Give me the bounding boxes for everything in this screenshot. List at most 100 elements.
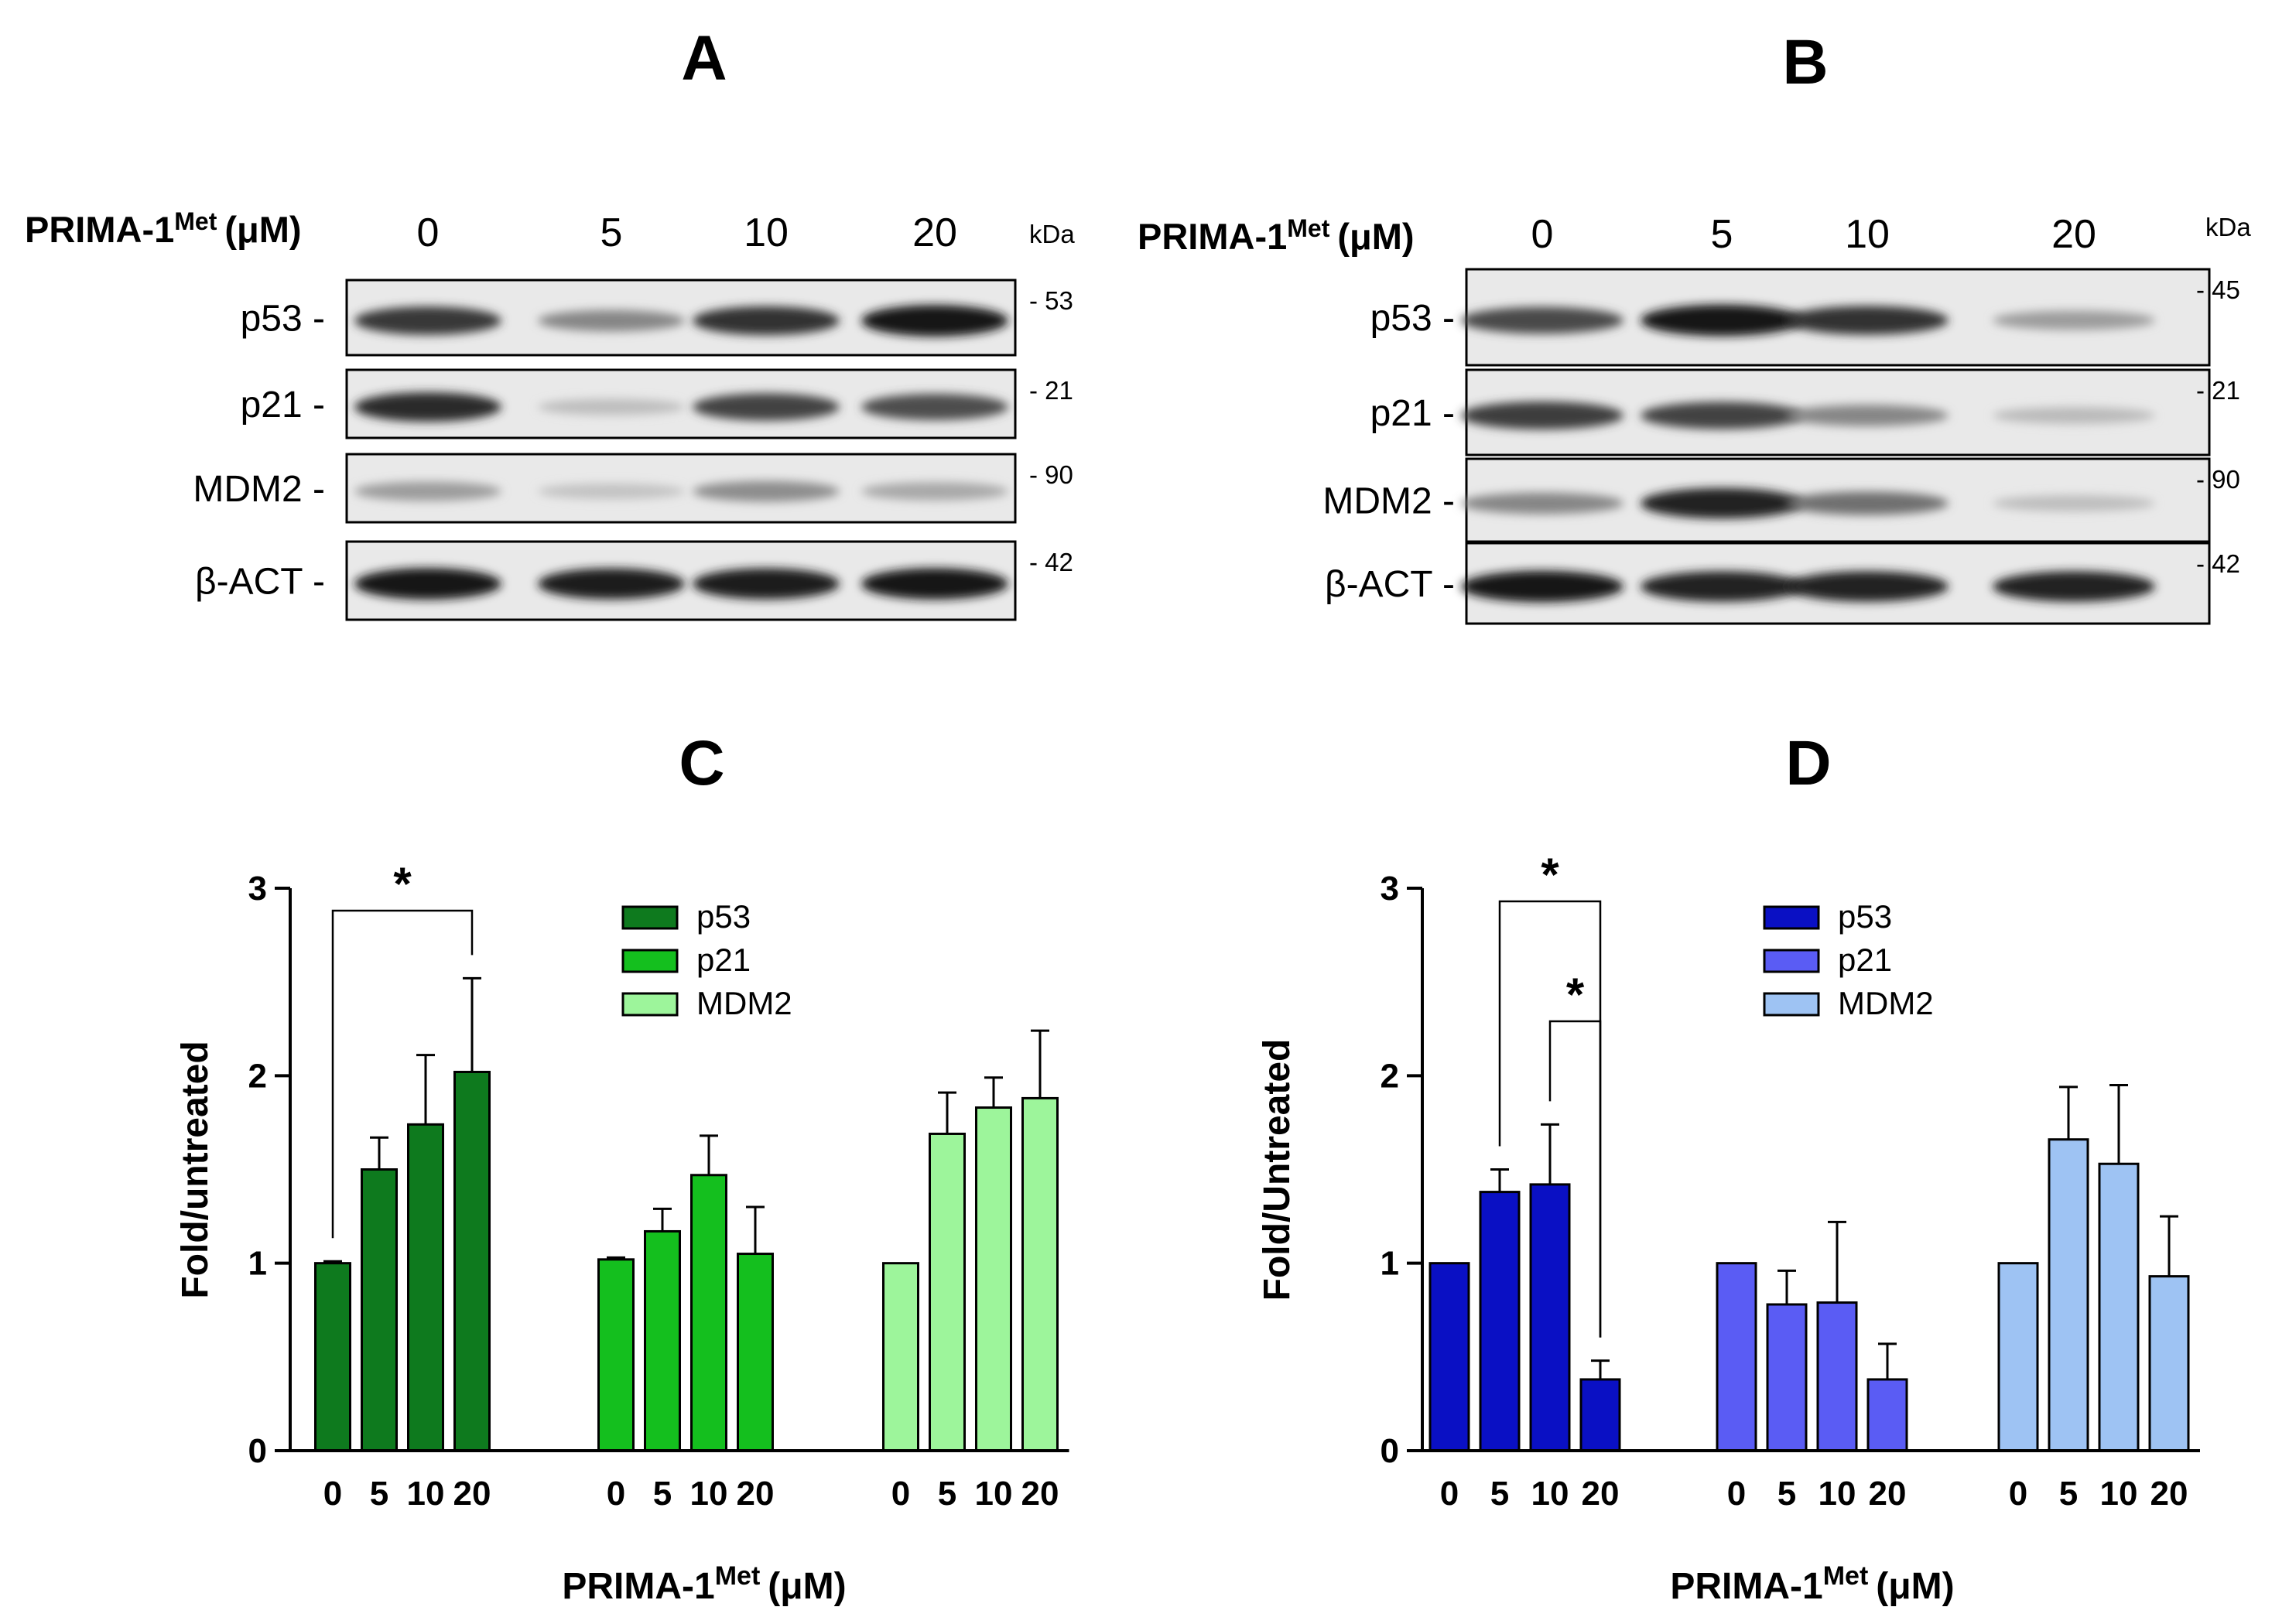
treatment-label-superscript: Met (1287, 214, 1329, 242)
lane-label-0: 0 (417, 210, 440, 255)
blot-band (538, 309, 685, 332)
blot-band (861, 568, 1008, 600)
x-axis-label-superscript: Met (1823, 1561, 1869, 1591)
bar-mdm2-5 (2048, 1138, 2089, 1452)
bar-p21-5 (1766, 1303, 1808, 1452)
legend-swatch (1763, 992, 1820, 1017)
kda-header: kDa (1029, 220, 1075, 248)
panel-label-d: D (1785, 728, 1831, 798)
molecular-weight-marker: - 42 (2196, 549, 2240, 578)
protein-label: p53 - (1370, 298, 1455, 339)
lane-label-20: 20 (2051, 212, 2096, 257)
y-tick-label: 0 (248, 1432, 267, 1470)
legend-label: p21 (696, 942, 751, 978)
x-axis-label-unit: (μM) (768, 1566, 846, 1607)
panel-label-c: C (679, 728, 724, 798)
y-tick-label: 1 (248, 1245, 267, 1283)
blot-row: MDM2 - - 90 (1322, 457, 2240, 543)
legend-label: MDM2 (696, 985, 792, 1021)
y-tick-label: 2 (248, 1057, 267, 1095)
blot-band (1461, 492, 1624, 515)
x-tick-label: 10 (2100, 1475, 2138, 1513)
x-tick-label: 5 (1490, 1475, 1509, 1513)
x-tick-label: 20 (1869, 1475, 1907, 1513)
treatment-label-main: PRIMA-1 (25, 209, 174, 250)
blot-band (354, 391, 501, 422)
x-tick-label: 0 (1727, 1475, 1746, 1513)
bar-mdm2-0 (882, 1262, 919, 1452)
kda-header: kDa (2205, 213, 2251, 241)
blot-band (693, 393, 840, 421)
bar-mdm2-0 (1997, 1262, 2039, 1452)
bar-p53-10 (1529, 1183, 1571, 1452)
y-tick-label: 2 (1381, 1057, 1399, 1095)
x-tick-label: 0 (2009, 1475, 2027, 1513)
lane-label-10: 10 (1845, 212, 1890, 257)
bar-p53-5 (1479, 1191, 1521, 1452)
bar-p53-5 (361, 1168, 398, 1452)
lane-label-5: 5 (1711, 212, 1733, 257)
blot-band (861, 305, 1008, 337)
blot-band (1786, 491, 1949, 515)
x-tick-label: 0 (1440, 1475, 1459, 1513)
x-tick-label: 0 (891, 1475, 910, 1513)
x-axis-label: PRIMA-1Met (μM) (562, 1561, 846, 1607)
blot-band (1461, 401, 1624, 430)
blot-band (1641, 402, 1803, 429)
blot-row: p21 - - 21 (1370, 368, 2240, 456)
lane-label-0: 0 (1531, 212, 1554, 257)
protein-label: p53 - (241, 299, 325, 340)
x-tick-label: 5 (2059, 1475, 2078, 1513)
legend-swatch (621, 949, 679, 973)
blot-band (1993, 407, 2155, 424)
x-tick-label: 20 (1582, 1475, 1620, 1513)
blot-band (354, 481, 501, 501)
blot-band (1786, 571, 1949, 602)
blot-band (1641, 487, 1803, 519)
molecular-weight-marker: - 21 (1029, 376, 1073, 405)
bar-p21-20 (737, 1253, 774, 1452)
protein-label: β-ACT - (195, 562, 325, 603)
blot-band (1993, 571, 2155, 602)
bar-p53-20 (453, 1070, 491, 1452)
molecular-weight-marker: - 53 (1029, 286, 1073, 315)
legend-label: p53 (1838, 898, 1892, 935)
western-blot-b: PRIMA-1Met (μM) 0 5 10 20 kDa p53 - - 45 p21 -… (1138, 212, 2251, 625)
x-axis-label: PRIMA-1Met (μM) (1670, 1561, 1954, 1607)
blot-band (693, 480, 840, 502)
blot-band (861, 393, 1008, 421)
legend-label: MDM2 (1838, 985, 1934, 1021)
bar-p53-20 (1579, 1378, 1621, 1452)
legend-label: p53 (696, 898, 751, 935)
y-tick-label: 0 (1381, 1432, 1399, 1470)
treatment-label-unit: (μM) (1337, 216, 1414, 257)
blot-band (693, 568, 840, 600)
bar-mdm2-20 (1021, 1096, 1059, 1452)
blot-band (354, 568, 501, 600)
y-tick-label: 3 (1381, 870, 1399, 908)
significance-star: * (1541, 849, 1559, 901)
lane-label-5: 5 (600, 210, 623, 255)
treatment-label-superscript: Met (174, 207, 217, 235)
molecular-weight-marker: - 42 (1029, 548, 1073, 576)
molecular-weight-marker: - 90 (1029, 460, 1073, 489)
blot-band (1461, 570, 1624, 603)
legend-swatch (621, 992, 679, 1017)
legend-swatch (1763, 949, 1820, 973)
x-tick-label: 20 (1021, 1475, 1059, 1513)
molecular-weight-marker: - 21 (2196, 376, 2240, 405)
panel-label-b: B (1782, 27, 1828, 97)
x-tick-label: 5 (1777, 1475, 1796, 1513)
bar-p21-5 (644, 1229, 681, 1452)
bar-p53-10 (407, 1123, 444, 1452)
blot-band (354, 306, 501, 335)
y-axis-label: Fold/untreated (175, 1041, 216, 1298)
significance-bracket (331, 909, 474, 1239)
x-tick-label: 20 (737, 1475, 775, 1513)
bar-p21-10 (1816, 1301, 1858, 1452)
blot-band (1786, 306, 1949, 335)
blot-band (1786, 405, 1949, 426)
